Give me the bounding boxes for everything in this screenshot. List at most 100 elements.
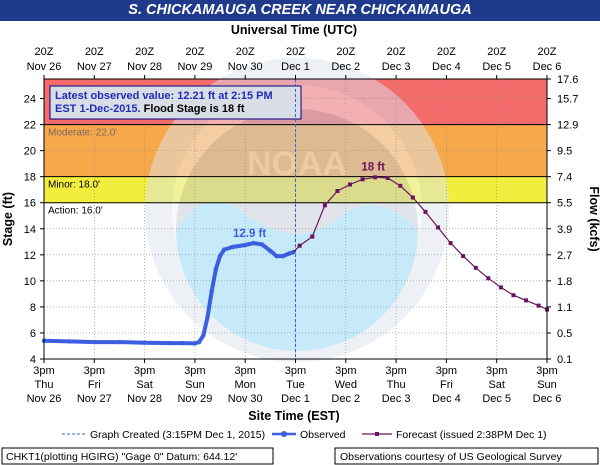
y-tick-label: 18 — [24, 172, 36, 184]
latest-value-line2: EST 1-Dec-2015. Flood Stage is 18 ft — [55, 103, 245, 115]
y-tick-label: 10 — [24, 276, 36, 288]
y-tick-label: 14 — [24, 224, 36, 236]
y2-tick-label: 1.1 — [557, 302, 572, 314]
footer-right-box — [334, 447, 599, 465]
threshold-label: Minor: 18.0' — [48, 180, 100, 191]
x-tick-label-date: Nov 28 — [127, 393, 162, 405]
latest-value-date: EST 1-Dec-2015. — [55, 103, 141, 115]
y2-axis-title: Flow (kcfs) — [587, 186, 600, 251]
observed-peak-label: 12.9 ft — [233, 228, 266, 240]
top-tick-label-date: Dec 1 — [281, 61, 310, 73]
forecast-point — [385, 175, 390, 180]
top-tick-label-time: 20Z — [538, 46, 557, 58]
x-tick-label-date: Nov 29 — [177, 393, 212, 405]
forecast-point — [373, 175, 378, 180]
x-tick-label-time: 3pm — [536, 365, 557, 377]
forecast-point — [536, 303, 541, 308]
observed-point — [243, 242, 248, 248]
forecast-point — [410, 195, 415, 200]
observed-point — [230, 244, 235, 250]
x-axis-title: Site Time (EST) — [248, 409, 339, 423]
x-tick-label-time: 3pm — [134, 365, 155, 377]
observed-point — [274, 253, 279, 259]
observed-point — [251, 240, 256, 246]
x-tick-label-time: 3pm — [335, 365, 356, 377]
forecast-peak-label: 18 ft — [361, 161, 385, 173]
top-tick-label-time: 20Z — [185, 46, 204, 58]
y2-tick-label: 2.7 — [557, 250, 572, 262]
observed-point — [167, 340, 172, 346]
x-tick-label-day: Thu — [35, 379, 54, 391]
legend-observed-marker — [281, 431, 287, 437]
peak-labels: 12.9 ft 18 ft — [233, 161, 385, 240]
y2-tick-label: 0.5 — [557, 328, 572, 340]
footer-left-box — [1, 447, 274, 465]
x-tick-label-time: 3pm — [436, 365, 457, 377]
top-tick-label-time: 20Z — [85, 46, 104, 58]
forecast-point — [511, 293, 516, 298]
y-axis-title: Stage (ft) — [1, 192, 15, 246]
y2-tick-label: 9.5 — [557, 146, 572, 158]
y-tick-label: 24 — [24, 94, 36, 106]
x-tick-label-date: Dec 2 — [331, 393, 360, 405]
forecast-point — [498, 285, 503, 290]
top-tick-label-date: Dec 3 — [382, 61, 411, 73]
footer-datum-text: CHKT1(plotting HGIRG) "Gage 0" Datum: 64… — [6, 451, 237, 463]
latest-value-line1: Latest observed value: 12.21 ft at 2:15 … — [55, 90, 273, 102]
forecast-point — [347, 182, 352, 187]
observed-point — [213, 266, 219, 272]
top-tick-label-time: 20Z — [487, 46, 506, 58]
axes: 4 6 8 10 12 14 16 18 20 22 24 0.1 0.5 1.1 1.8 2.7 3.9 5.5… — [24, 46, 579, 405]
x-tick-label-day: Sat — [136, 379, 153, 391]
observed-point — [268, 248, 273, 254]
footer-credit-text: Observations courtesy of US Geological S… — [340, 451, 563, 463]
observed-point — [209, 289, 214, 294]
observed-point — [205, 315, 210, 320]
observed-point — [117, 339, 122, 345]
y-tick-label: 12 — [24, 250, 36, 262]
y-tick-label: 16 — [24, 198, 36, 210]
x-tick-label-date: Dec 4 — [432, 393, 461, 405]
x-tick-label-date: Nov 27 — [77, 393, 112, 405]
y2-tick-label: 17.6 — [557, 74, 578, 86]
x-tick-label-date: Dec 5 — [482, 393, 511, 405]
x-tick-label-date: Dec 3 — [382, 393, 411, 405]
top-tick-label-date: Dec 5 — [482, 61, 511, 73]
forecast-point — [461, 254, 466, 259]
top-tick-label-time: 20Z — [286, 46, 305, 58]
forecast-point — [398, 183, 403, 188]
threshold-label: Action: 16.0' — [48, 206, 103, 217]
forecast-point — [322, 203, 327, 208]
y-tick-label: 6 — [30, 328, 36, 340]
top-tick-label-date: Nov 27 — [77, 61, 112, 73]
x-tick-label-date: Dec 1 — [281, 393, 310, 405]
observed-point — [201, 333, 206, 338]
y2-tick-label: 1.8 — [557, 276, 572, 288]
x-tick-label-day: Fri — [88, 379, 101, 391]
top-tick-label-time: 20Z — [236, 46, 255, 58]
forecast-point — [473, 265, 478, 270]
x-tick-label-time: 3pm — [385, 365, 406, 377]
observed-point — [280, 253, 286, 259]
legend-forecast-label: Forecast (issued 2:38PM Dec 1) — [396, 429, 547, 441]
y2-tick-label: 5.5 — [557, 198, 572, 210]
x-tick-label-day: Sun — [537, 379, 557, 391]
top-tick-label-date: Dec 6 — [533, 61, 562, 73]
y-tick-label: 20 — [24, 146, 36, 158]
forecast-point — [423, 209, 428, 214]
y2-tick-label: 3.9 — [557, 224, 572, 236]
x-tick-label-date: Nov 30 — [228, 393, 263, 405]
x-tick-label-time: 3pm — [486, 365, 507, 377]
x-tick-label-day: Sat — [488, 379, 505, 391]
data-series — [41, 175, 549, 346]
top-tick-label-time: 20Z — [387, 46, 406, 58]
top-tick-label-date: Dec 4 — [432, 61, 461, 73]
x-tick-label-day: Thu — [387, 379, 406, 391]
forecast-point — [448, 241, 453, 246]
forecast-point — [436, 225, 441, 230]
observed-point — [142, 340, 147, 345]
y2-tick-label: 12.9 — [557, 120, 578, 132]
legend-forecast-marker — [375, 432, 379, 436]
y-tick-label: 4 — [30, 354, 36, 366]
